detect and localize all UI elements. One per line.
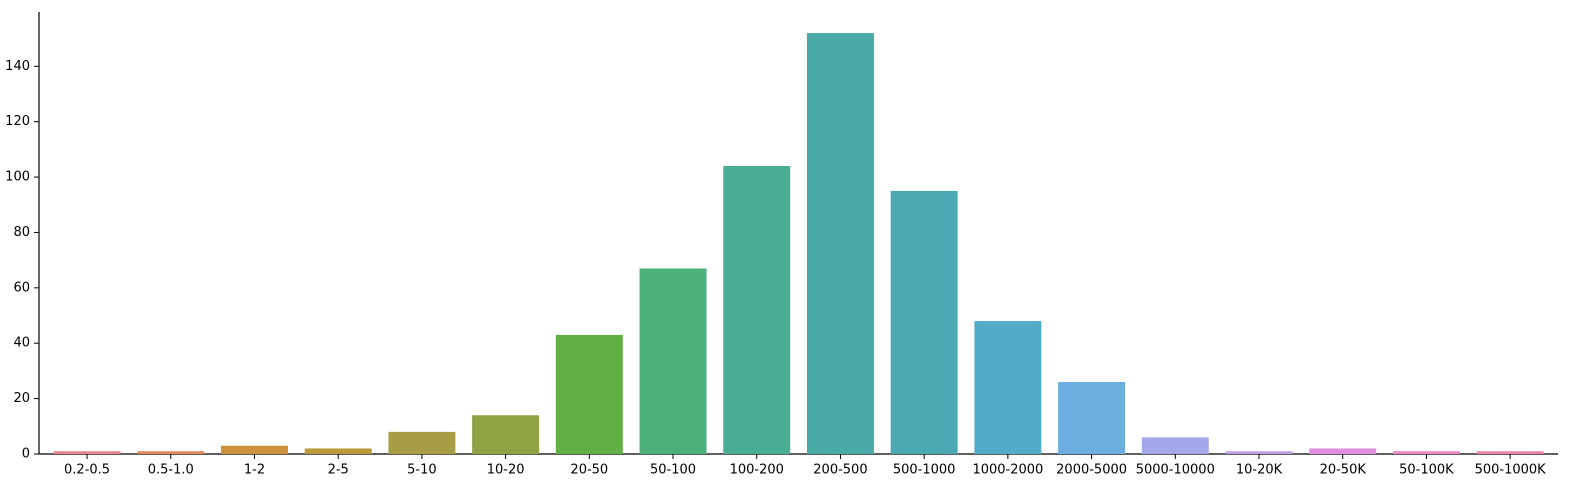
- bar: [304, 448, 372, 454]
- x-tick-label: 500-1000: [893, 463, 956, 478]
- bar: [1058, 381, 1126, 454]
- x-tick-label: 10-20K: [1236, 463, 1283, 478]
- y-tick-label: 60: [13, 280, 30, 295]
- y-tick-label: 100: [5, 170, 30, 185]
- x-tick-label: 200-500: [813, 463, 867, 478]
- x-tick-label: 5-10: [407, 463, 437, 478]
- bar: [1225, 451, 1293, 454]
- y-tick-label: 80: [13, 225, 30, 240]
- bar: [555, 334, 623, 454]
- bar: [1309, 448, 1377, 454]
- x-tick-label: 500-1000K: [1475, 463, 1547, 478]
- x-tick-label: 50-100K: [1399, 463, 1454, 478]
- y-tick-label: 120: [5, 114, 30, 129]
- bar: [974, 321, 1042, 454]
- x-tick-label: 2-5: [328, 463, 349, 478]
- x-tick-label: 100-200: [730, 463, 784, 478]
- y-tick-label: 20: [13, 391, 30, 406]
- x-tick-label: 10-20: [487, 463, 525, 478]
- y-tick-label: 140: [5, 59, 30, 74]
- x-tick-label: 20-50K: [1320, 463, 1367, 478]
- bar: [1392, 451, 1460, 454]
- bar: [1476, 451, 1544, 454]
- bar: [806, 33, 874, 455]
- x-tick-label: 2000-5000: [1056, 463, 1127, 478]
- bar: [137, 451, 205, 454]
- bar: [53, 451, 121, 454]
- y-tick-label: 40: [13, 336, 30, 351]
- bar: [639, 268, 707, 454]
- bar: [472, 415, 540, 454]
- bar: [890, 190, 958, 454]
- x-tick-label: 0.2-0.5: [64, 463, 110, 478]
- bar: [1141, 437, 1209, 454]
- x-tick-label: 0.5-1.0: [148, 463, 194, 478]
- x-tick-label: 1-2: [244, 463, 265, 478]
- bar: [220, 445, 288, 454]
- x-tick-label: 20-50: [570, 463, 608, 478]
- x-tick-label: 1000-2000: [972, 463, 1043, 478]
- bar: [388, 431, 456, 454]
- y-tick-label: 0: [22, 447, 30, 462]
- x-tick-label: 50-100: [650, 463, 696, 478]
- bar: [723, 165, 791, 454]
- x-tick-label: 5000-10000: [1136, 463, 1215, 478]
